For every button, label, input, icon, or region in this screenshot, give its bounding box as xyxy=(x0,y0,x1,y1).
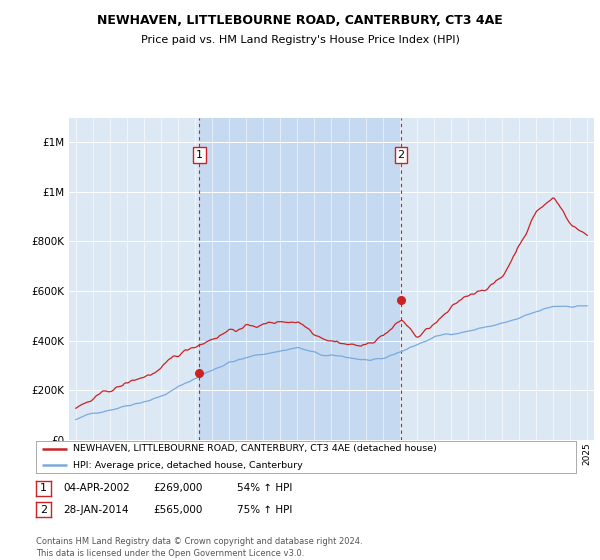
Text: 1: 1 xyxy=(40,483,47,493)
Text: NEWHAVEN, LITTLEBOURNE ROAD, CANTERBURY, CT3 4AE: NEWHAVEN, LITTLEBOURNE ROAD, CANTERBURY,… xyxy=(97,14,503,27)
Text: 04-APR-2002: 04-APR-2002 xyxy=(63,483,130,493)
Text: £565,000: £565,000 xyxy=(153,505,202,515)
Text: 75% ↑ HPI: 75% ↑ HPI xyxy=(237,505,292,515)
Text: NEWHAVEN, LITTLEBOURNE ROAD, CANTERBURY, CT3 4AE (detached house): NEWHAVEN, LITTLEBOURNE ROAD, CANTERBURY,… xyxy=(73,444,437,454)
Bar xyxy=(199,118,401,440)
Text: 1: 1 xyxy=(196,150,203,160)
Text: 2: 2 xyxy=(397,150,404,160)
Text: 28-JAN-2014: 28-JAN-2014 xyxy=(63,505,128,515)
Text: 54% ↑ HPI: 54% ↑ HPI xyxy=(237,483,292,493)
Text: £269,000: £269,000 xyxy=(153,483,202,493)
Text: Contains HM Land Registry data © Crown copyright and database right 2024.
This d: Contains HM Land Registry data © Crown c… xyxy=(36,537,362,558)
Text: 2: 2 xyxy=(40,505,47,515)
Text: HPI: Average price, detached house, Canterbury: HPI: Average price, detached house, Cant… xyxy=(73,460,302,470)
Text: Price paid vs. HM Land Registry's House Price Index (HPI): Price paid vs. HM Land Registry's House … xyxy=(140,35,460,45)
